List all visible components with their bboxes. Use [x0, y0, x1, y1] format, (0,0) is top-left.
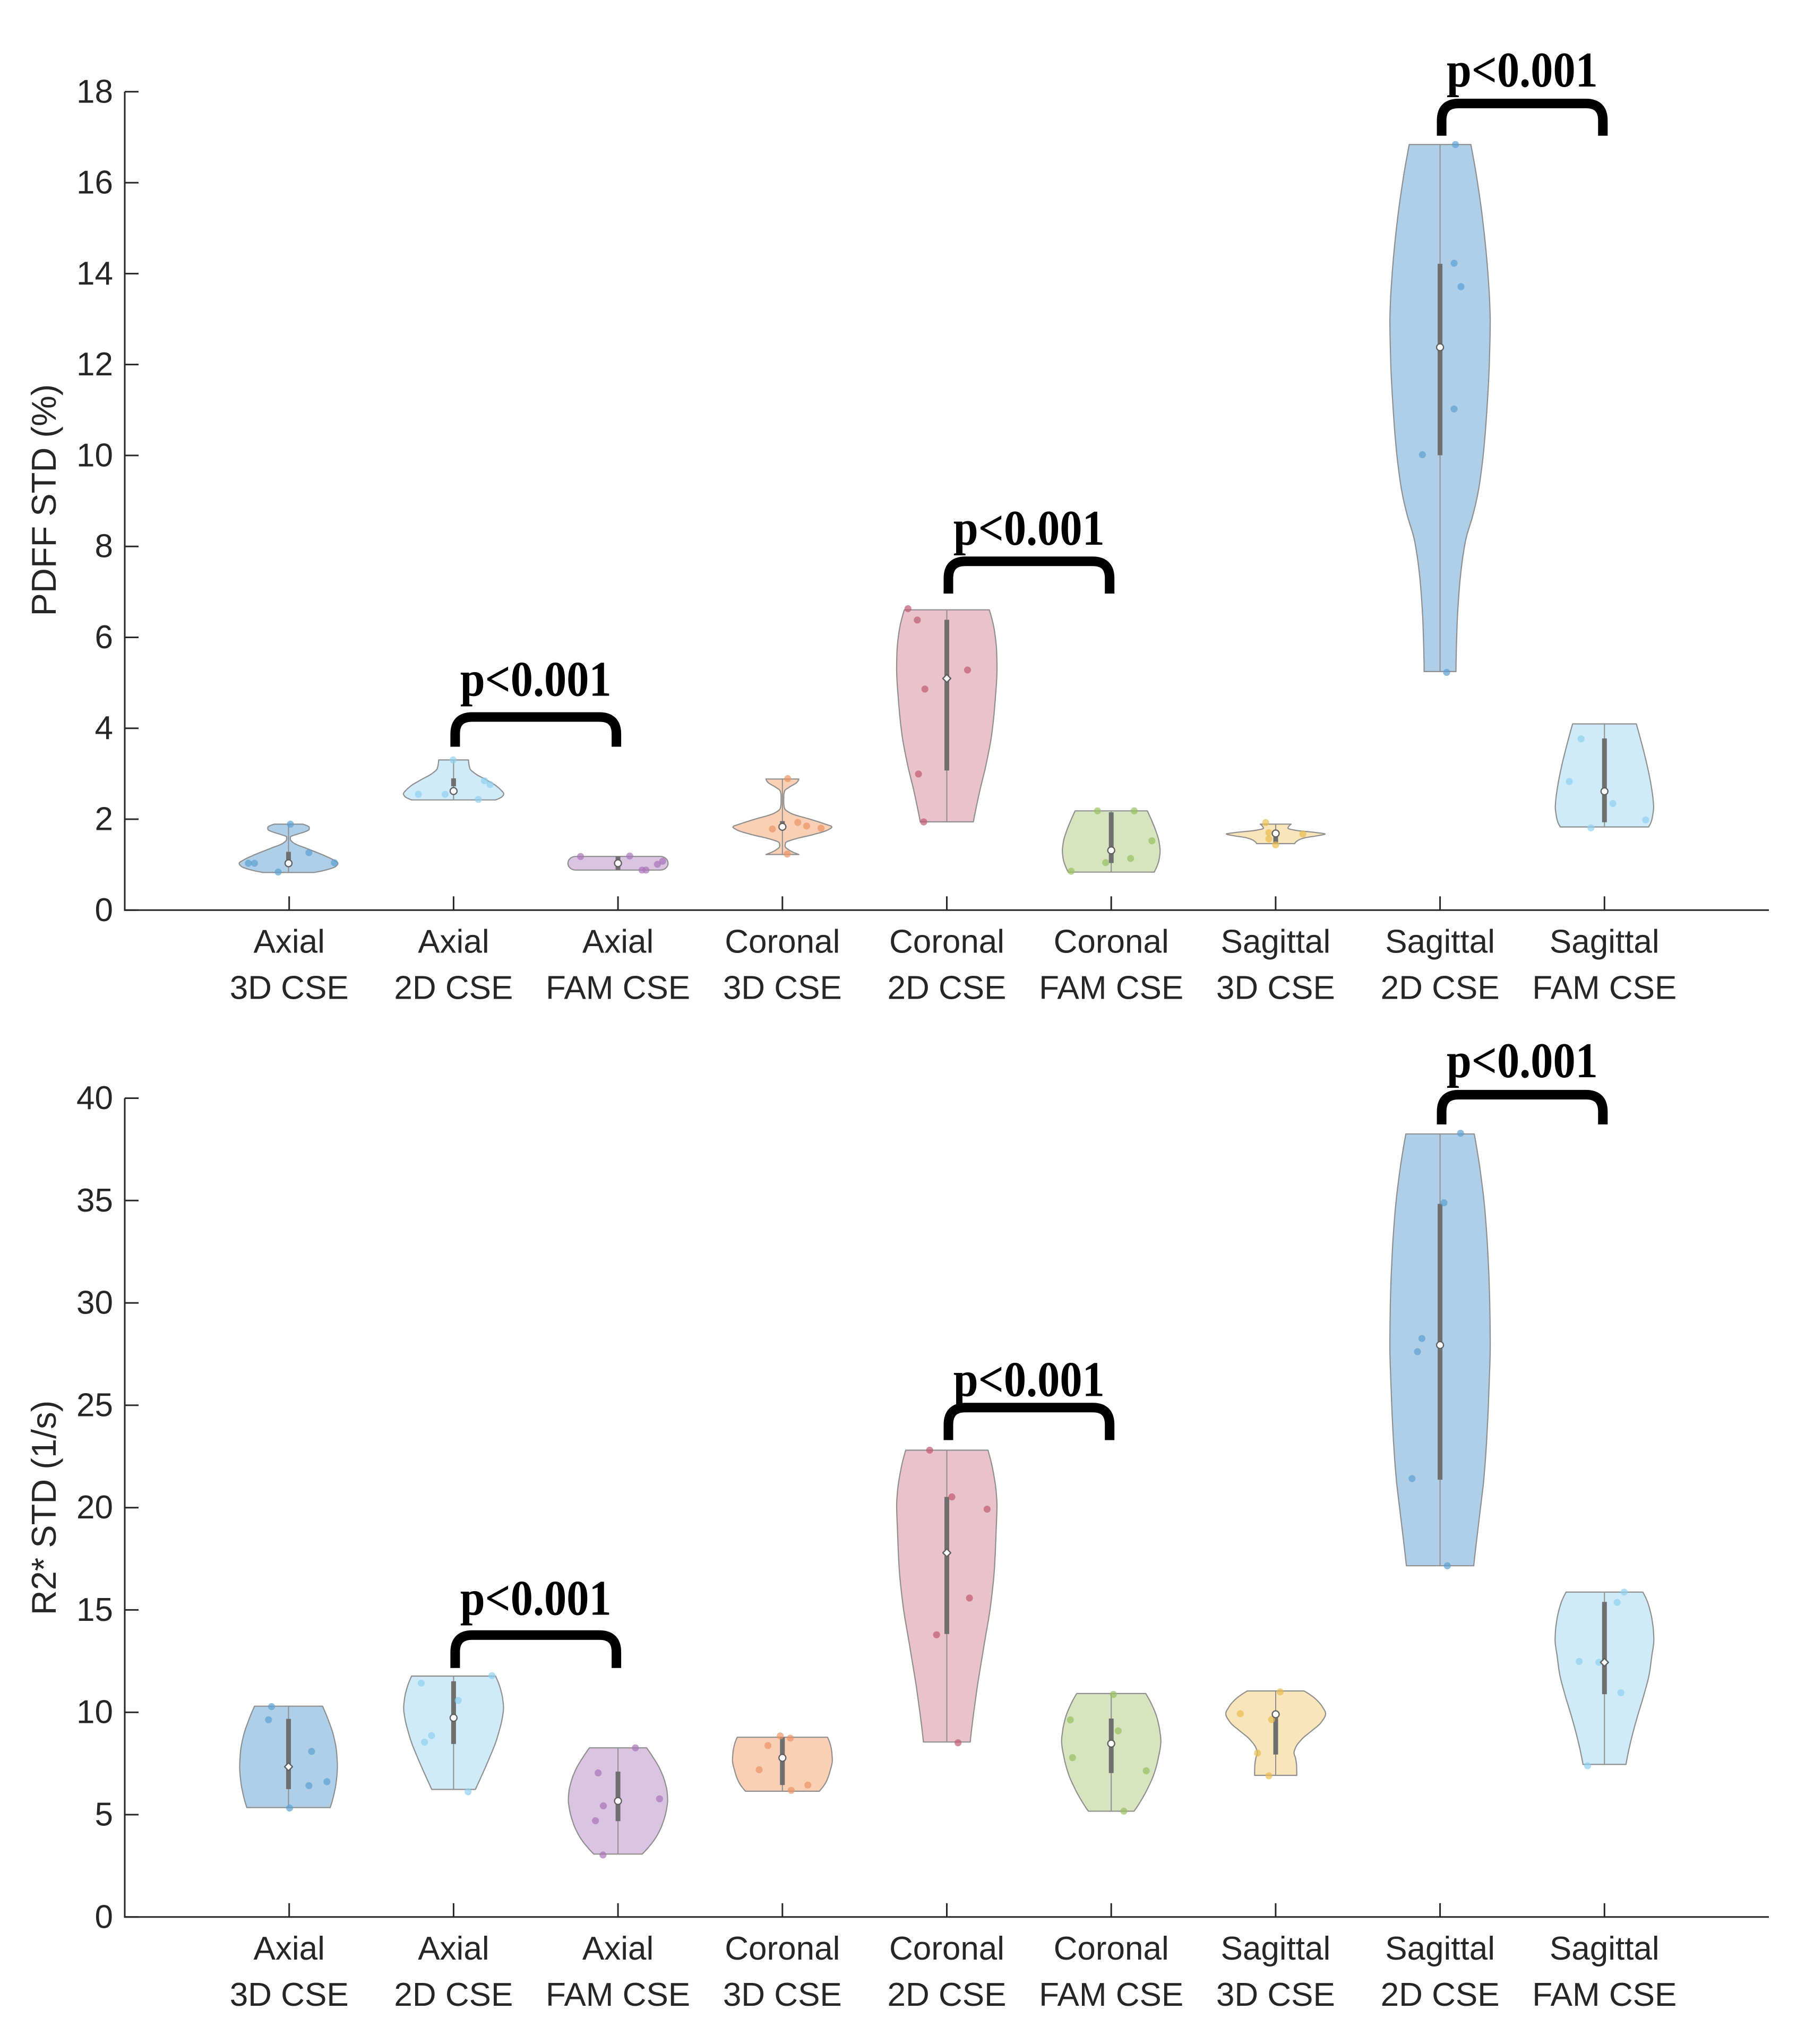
svg-text:FAM CSE: FAM CSE [1532, 970, 1677, 1007]
svg-text:p<0.001: p<0.001 [460, 1570, 612, 1626]
svg-text:Coronal: Coronal [889, 923, 1004, 960]
svg-text:3D CSE: 3D CSE [723, 970, 842, 1007]
svg-text:2D CSE: 2D CSE [888, 970, 1007, 1007]
svg-text:12: 12 [76, 346, 113, 383]
svg-text:Axial: Axial [582, 1930, 654, 1967]
svg-text:Sagittal: Sagittal [1220, 1930, 1330, 1967]
svg-text:FAM CSE: FAM CSE [546, 970, 690, 1007]
svg-text:3D CSE: 3D CSE [723, 1977, 842, 2013]
svg-text:Coronal: Coronal [725, 923, 840, 960]
svg-text:FAM CSE: FAM CSE [1039, 970, 1183, 1007]
svg-text:0: 0 [95, 1899, 113, 1935]
svg-text:2D CSE: 2D CSE [394, 970, 513, 1007]
svg-text:R2* STD (1/s): R2* STD (1/s) [24, 1401, 63, 1616]
svg-text:3D CSE: 3D CSE [230, 1977, 349, 2013]
svg-text:p<0.001: p<0.001 [1447, 42, 1598, 98]
svg-text:Sagittal: Sagittal [1385, 923, 1495, 960]
svg-text:Axial: Axial [418, 923, 489, 960]
svg-text:p<0.001: p<0.001 [953, 501, 1105, 556]
svg-text:2D CSE: 2D CSE [1381, 1977, 1500, 2013]
svg-text:Axial: Axial [254, 923, 325, 960]
svg-text:2D CSE: 2D CSE [394, 1977, 513, 2013]
svg-text:p<0.001: p<0.001 [953, 1352, 1105, 1407]
svg-text:Axial: Axial [582, 923, 654, 960]
svg-text:2D CSE: 2D CSE [1381, 970, 1500, 1007]
svg-text:2D CSE: 2D CSE [888, 1977, 1007, 2013]
svg-text:25: 25 [76, 1387, 113, 1423]
svg-text:Sagittal: Sagittal [1220, 923, 1330, 960]
svg-text:16: 16 [76, 165, 113, 201]
svg-text:Coronal: Coronal [725, 1930, 840, 1967]
svg-text:2: 2 [95, 801, 113, 838]
svg-text:3D CSE: 3D CSE [230, 970, 349, 1007]
svg-text:18: 18 [76, 73, 113, 110]
svg-text:Axial: Axial [418, 1930, 489, 1967]
svg-text:FAM CSE: FAM CSE [1039, 1977, 1183, 2013]
svg-text:Coronal: Coronal [1054, 1930, 1169, 1967]
svg-text:10: 10 [76, 1694, 113, 1731]
svg-text:FAM CSE: FAM CSE [546, 1977, 690, 2013]
svg-text:20: 20 [76, 1489, 113, 1526]
svg-text:30: 30 [76, 1285, 113, 1321]
svg-text:3D CSE: 3D CSE [1216, 970, 1335, 1007]
svg-text:p<0.001: p<0.001 [460, 651, 612, 707]
svg-text:Axial: Axial [254, 1930, 325, 1967]
svg-text:10: 10 [76, 437, 113, 474]
svg-text:35: 35 [76, 1182, 113, 1219]
svg-text:6: 6 [95, 619, 113, 656]
svg-text:Coronal: Coronal [1054, 923, 1169, 960]
svg-text:8: 8 [95, 528, 113, 565]
svg-text:14: 14 [76, 255, 113, 292]
svg-text:15: 15 [76, 1592, 113, 1628]
svg-text:0: 0 [95, 892, 113, 929]
svg-text:3D CSE: 3D CSE [1216, 1977, 1335, 2013]
svg-text:5: 5 [95, 1797, 113, 1833]
svg-text:4: 4 [95, 710, 113, 746]
svg-text:Sagittal: Sagittal [1550, 1930, 1660, 1967]
svg-text:Coronal: Coronal [889, 1930, 1004, 1967]
svg-text:PDFF STD (%): PDFF STD (%) [24, 384, 63, 616]
svg-text:FAM CSE: FAM CSE [1532, 1977, 1677, 2013]
svg-text:Sagittal: Sagittal [1550, 923, 1660, 960]
svg-text:p<0.001: p<0.001 [1447, 1033, 1598, 1088]
svg-text:Sagittal: Sagittal [1385, 1930, 1495, 1967]
svg-text:40: 40 [76, 1080, 113, 1117]
